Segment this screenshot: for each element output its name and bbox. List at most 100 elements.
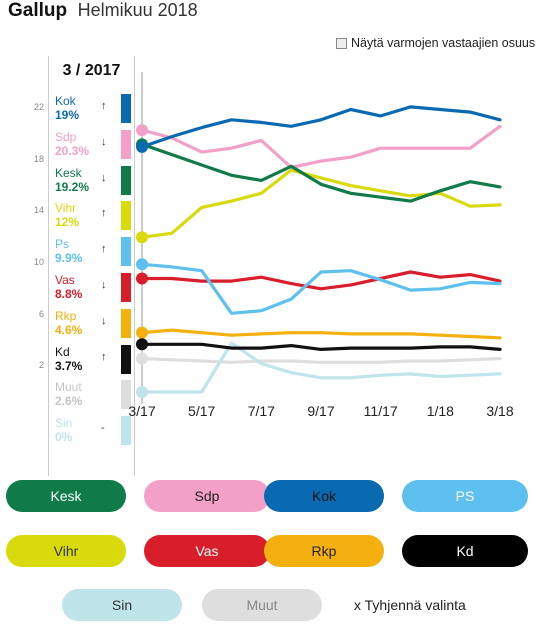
toggle-label: Näytä varmojen vastaajien osuus bbox=[351, 36, 536, 50]
party-entry-kd[interactable]: Kd 3.7% bbox=[55, 345, 82, 373]
trend-arrow: ↓ bbox=[101, 171, 107, 184]
point-rkp bbox=[136, 326, 148, 339]
filter-button-vihr[interactable]: Vihr bbox=[6, 535, 126, 567]
checkbox[interactable] bbox=[336, 37, 347, 49]
filter-button-kd[interactable]: Kd bbox=[402, 535, 528, 567]
panel-title: 3 / 2017 bbox=[62, 62, 121, 79]
series-line-rkp bbox=[140, 328, 502, 340]
series-line-vas bbox=[140, 270, 502, 291]
party-value: 3.7% bbox=[55, 358, 83, 373]
trend-arrow: - bbox=[101, 422, 105, 435]
party-entry-sin[interactable]: Sin 0% bbox=[55, 416, 72, 444]
series-line-muut bbox=[140, 356, 502, 364]
trend-arrow: ↑ bbox=[101, 207, 107, 220]
x-tick-label: 7/17 bbox=[248, 403, 275, 419]
point-sin bbox=[136, 386, 148, 398]
series-line-vihr bbox=[140, 168, 502, 239]
party-name: Kok bbox=[55, 94, 76, 108]
y-tick-label: 6 bbox=[38, 308, 44, 319]
party-entry-kesk[interactable]: Kesk 19.2% bbox=[55, 166, 89, 194]
party-value: 19% bbox=[55, 108, 80, 122]
party-value: 4.6% bbox=[55, 322, 83, 337]
series-line-ps bbox=[140, 262, 502, 315]
y-tick-label: 22 bbox=[33, 102, 44, 113]
filter-button-kok[interactable]: Kok bbox=[264, 480, 384, 512]
x-tick-label: 9/17 bbox=[307, 403, 334, 419]
trend-arrow: ↓ bbox=[101, 314, 107, 327]
clear-selection-button[interactable]: x Tyhjennä valinta bbox=[354, 597, 466, 613]
filter-button-vas[interactable]: Vas bbox=[144, 535, 270, 567]
trend-arrow: ↓ bbox=[101, 279, 107, 291]
point-muut bbox=[136, 352, 148, 365]
period-title: Helmikuu 2018 bbox=[77, 0, 198, 20]
trend-arrow: ↑ bbox=[101, 243, 107, 256]
party-color-bar bbox=[121, 165, 131, 195]
y-tick-label: 10 bbox=[33, 257, 44, 267]
party-name: Ps bbox=[55, 237, 70, 252]
period-card: 3 / 2017 bbox=[48, 56, 135, 476]
series-line-sdp bbox=[140, 124, 502, 170]
point-ps bbox=[136, 258, 148, 271]
trend-arrow: ↑ bbox=[101, 100, 107, 112]
filter-button-ps[interactable]: PS bbox=[402, 480, 528, 512]
party-name: Sdp bbox=[55, 129, 77, 144]
party-color-bar bbox=[121, 344, 131, 374]
party-entry-ps[interactable]: Ps 9.9% bbox=[55, 237, 82, 265]
party-name: Kd bbox=[55, 344, 70, 359]
y-tick-label: 18 bbox=[33, 153, 44, 164]
party-color-bar bbox=[121, 94, 131, 123]
party-name: Vas bbox=[55, 273, 75, 287]
y-tick-label: 2 bbox=[38, 360, 44, 371]
party-color-bar bbox=[121, 201, 131, 231]
party-entry-vihr[interactable]: Vihr 12% bbox=[55, 201, 79, 229]
point-vas bbox=[136, 272, 148, 285]
line-chart: 3/17 5/17 7/17 9/17 11/17 1/18 3/18 bbox=[128, 72, 514, 419]
party-value: 2.6% bbox=[55, 394, 83, 409]
party-value: 19.2% bbox=[55, 179, 90, 194]
party-entry-sdp[interactable]: Sdp 20.3% bbox=[55, 130, 89, 158]
party-entry-vas[interactable]: Vas 8.8% bbox=[55, 273, 82, 301]
filter-button-sin[interactable]: Sin bbox=[62, 589, 182, 621]
party-color-bar bbox=[121, 308, 131, 338]
party-color-bar bbox=[121, 273, 131, 302]
x-tick-label: 3/17 bbox=[128, 403, 155, 419]
party-name: Muut bbox=[55, 380, 82, 395]
filter-button-kesk[interactable]: Kesk bbox=[6, 480, 126, 512]
party-entry-rkp[interactable]: Rkp 4.6% bbox=[55, 309, 82, 337]
point-sdp bbox=[136, 124, 148, 137]
x-tick-label: 3/18 bbox=[486, 403, 513, 419]
party-name: Rkp bbox=[55, 308, 77, 323]
point-kok bbox=[136, 140, 148, 153]
party-color-bar bbox=[121, 129, 131, 159]
filter-button-sdp[interactable]: Sdp bbox=[144, 480, 270, 512]
party-name: Sin bbox=[55, 416, 73, 431]
party-entry-kok[interactable]: Kok 19% bbox=[55, 94, 79, 122]
party-value: 9.9% bbox=[55, 251, 83, 266]
series-line-kok bbox=[140, 105, 502, 149]
filter-button-muut[interactable]: Muut bbox=[202, 589, 322, 621]
party-name: Kesk bbox=[55, 165, 82, 180]
trend-arrow: ↑ bbox=[101, 350, 107, 363]
party-name: Vihr bbox=[55, 201, 77, 216]
point-kd bbox=[136, 338, 148, 351]
series-line-kd bbox=[140, 342, 502, 351]
point-vihr bbox=[136, 231, 148, 244]
party-value: 8.8% bbox=[55, 287, 83, 301]
brand-title: Gallup bbox=[8, 0, 68, 21]
confident-respondents-toggle[interactable]: Näytä varmojen vastaajien osuus bbox=[336, 36, 535, 50]
x-tick-label: 11/17 bbox=[364, 403, 398, 419]
y-tick-label: 14 bbox=[33, 205, 44, 216]
series-line-sin bbox=[140, 341, 502, 394]
party-color-bar bbox=[121, 416, 131, 446]
header: Gallup Helmikuu 2018 bbox=[8, 0, 198, 26]
party-value: 20.3% bbox=[55, 143, 90, 158]
x-tick-label: 5/17 bbox=[188, 403, 215, 419]
trend-arrow: ↓ bbox=[101, 135, 107, 148]
x-tick-label: 1/18 bbox=[427, 403, 454, 419]
filter-button-rkp[interactable]: Rkp bbox=[264, 535, 384, 567]
party-value: 0% bbox=[55, 430, 73, 445]
series-line-kesk bbox=[140, 142, 502, 203]
party-color-bar bbox=[121, 380, 131, 410]
party-entry-muut[interactable]: Muut 2.6% bbox=[55, 380, 82, 408]
party-color-bar bbox=[121, 237, 131, 267]
